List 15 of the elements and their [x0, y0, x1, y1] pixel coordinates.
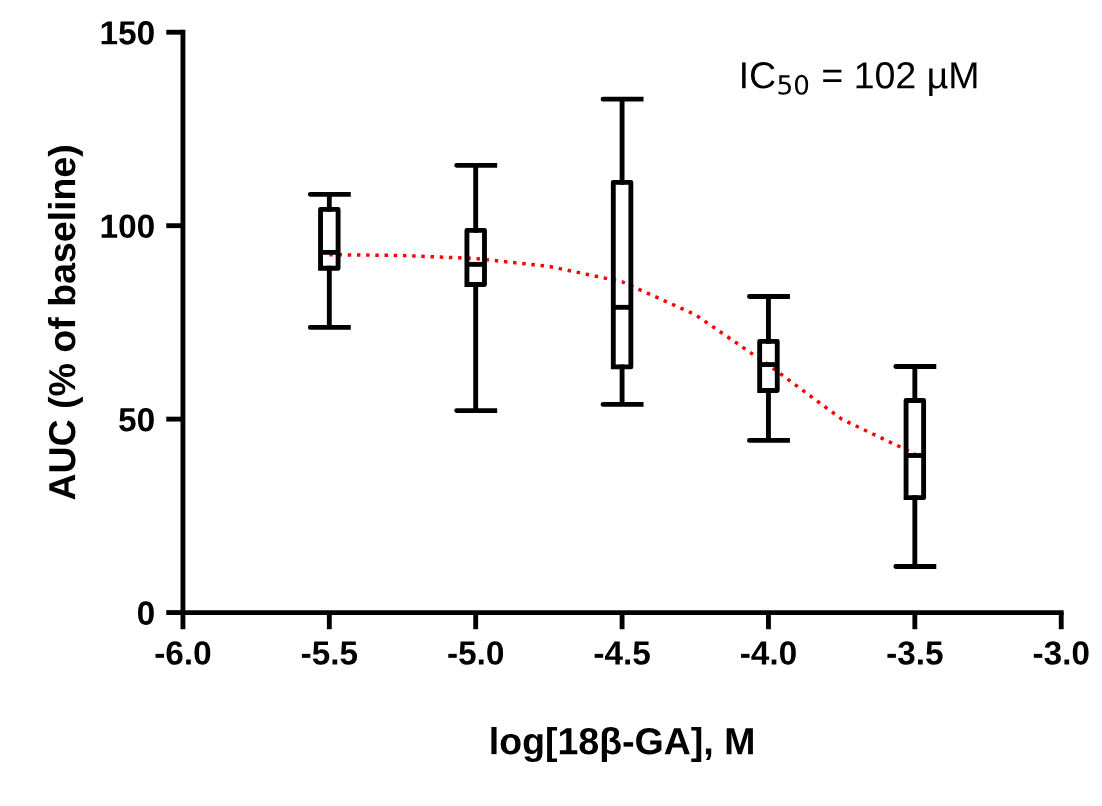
y-tick-label: 150 [101, 21, 154, 45]
y-tick-label: 0 [137, 601, 154, 625]
x-tick-label: -6.0 [155, 641, 211, 665]
x-tick-label: -4.5 [594, 641, 650, 665]
x-axis-title: log[18β-GA], M [491, 726, 753, 763]
y-axis-title: AUC (% of baseline) [47, 146, 83, 500]
line-series [327, 252, 917, 456]
x-tick-label: -4.0 [741, 641, 796, 665]
annotation: IC$_{50}$ = 102 µM [742, 62, 977, 96]
x-tick-label: -3.5 [887, 641, 943, 665]
x-tick-label: -5.5 [301, 641, 358, 665]
y-tick-label: 50 [119, 407, 154, 432]
x-tick-label: -3.0 [1033, 641, 1089, 665]
x-tick-label: -5.0 [448, 641, 504, 665]
y-tick-label: 100 [101, 214, 154, 239]
